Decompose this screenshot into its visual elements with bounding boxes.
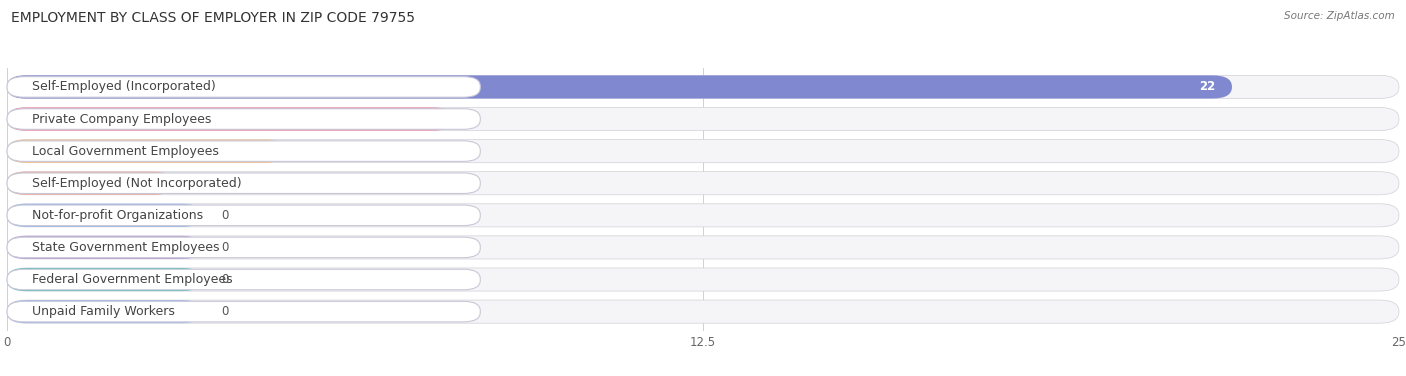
FancyBboxPatch shape bbox=[7, 172, 174, 195]
FancyBboxPatch shape bbox=[7, 269, 481, 290]
FancyBboxPatch shape bbox=[7, 139, 1399, 163]
Text: 8: 8 bbox=[427, 112, 436, 126]
FancyBboxPatch shape bbox=[7, 172, 1399, 195]
Text: Private Company Employees: Private Company Employees bbox=[32, 112, 211, 126]
FancyBboxPatch shape bbox=[7, 236, 1399, 259]
FancyBboxPatch shape bbox=[7, 204, 1399, 227]
Text: Federal Government Employees: Federal Government Employees bbox=[32, 273, 233, 286]
FancyBboxPatch shape bbox=[7, 173, 481, 194]
FancyBboxPatch shape bbox=[7, 236, 202, 259]
Text: 22: 22 bbox=[1199, 80, 1215, 94]
FancyBboxPatch shape bbox=[7, 268, 202, 291]
Text: 0: 0 bbox=[221, 273, 229, 286]
Text: Self-Employed (Not Incorporated): Self-Employed (Not Incorporated) bbox=[32, 177, 242, 190]
Text: Not-for-profit Organizations: Not-for-profit Organizations bbox=[32, 209, 204, 222]
Text: Source: ZipAtlas.com: Source: ZipAtlas.com bbox=[1284, 11, 1395, 21]
FancyBboxPatch shape bbox=[7, 109, 481, 129]
FancyBboxPatch shape bbox=[7, 108, 1399, 130]
FancyBboxPatch shape bbox=[7, 204, 202, 227]
FancyBboxPatch shape bbox=[7, 300, 1399, 323]
FancyBboxPatch shape bbox=[7, 139, 285, 163]
FancyBboxPatch shape bbox=[7, 141, 481, 161]
Text: State Government Employees: State Government Employees bbox=[32, 241, 219, 254]
Text: Self-Employed (Incorporated): Self-Employed (Incorporated) bbox=[32, 80, 217, 94]
Text: 3: 3 bbox=[149, 177, 157, 190]
Text: Local Government Employees: Local Government Employees bbox=[32, 145, 219, 158]
FancyBboxPatch shape bbox=[7, 268, 1399, 291]
Text: 0: 0 bbox=[221, 305, 229, 318]
Text: 5: 5 bbox=[260, 145, 269, 158]
FancyBboxPatch shape bbox=[7, 75, 1399, 99]
FancyBboxPatch shape bbox=[7, 300, 202, 323]
FancyBboxPatch shape bbox=[7, 108, 453, 130]
FancyBboxPatch shape bbox=[7, 77, 481, 97]
Text: EMPLOYMENT BY CLASS OF EMPLOYER IN ZIP CODE 79755: EMPLOYMENT BY CLASS OF EMPLOYER IN ZIP C… bbox=[11, 11, 415, 25]
FancyBboxPatch shape bbox=[7, 237, 481, 258]
FancyBboxPatch shape bbox=[7, 301, 481, 322]
Text: Unpaid Family Workers: Unpaid Family Workers bbox=[32, 305, 174, 318]
FancyBboxPatch shape bbox=[7, 205, 481, 226]
Text: 0: 0 bbox=[221, 209, 229, 222]
Text: 0: 0 bbox=[221, 241, 229, 254]
FancyBboxPatch shape bbox=[7, 75, 1232, 99]
